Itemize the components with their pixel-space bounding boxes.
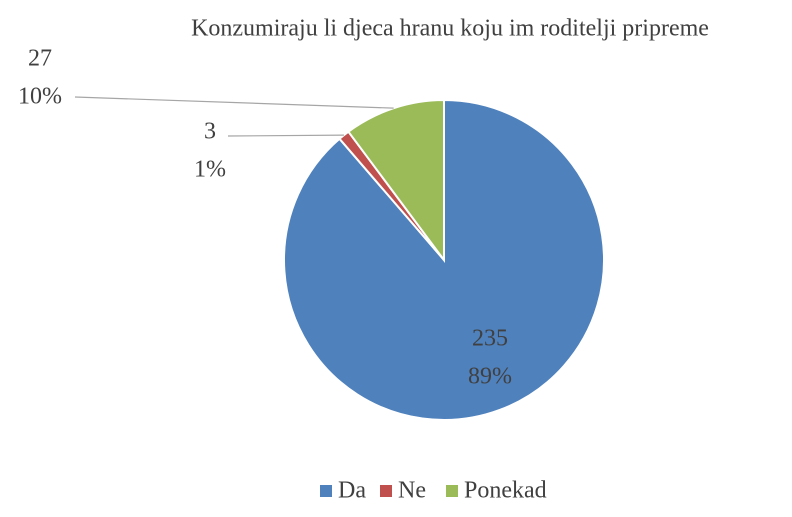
leader-line: [227, 134, 344, 137]
legend-label: Ponekad: [464, 478, 547, 504]
data-label: 3: [204, 119, 216, 145]
legend-swatch: [320, 485, 332, 497]
data-label-percent: 10%: [18, 84, 62, 110]
legend-swatch: [446, 485, 458, 497]
leader-line: [74, 96, 394, 109]
legend-swatch: [380, 485, 392, 497]
data-label: 235: [472, 326, 508, 352]
legend-label: Ne: [398, 478, 426, 504]
data-label-percent: 89%: [468, 364, 512, 390]
chart-title: Konzumiraju li djeca hranu koju im rodit…: [191, 16, 709, 42]
legend-label: Da: [338, 478, 366, 504]
data-label-percent: 1%: [194, 157, 226, 183]
data-label: 27: [28, 46, 52, 72]
